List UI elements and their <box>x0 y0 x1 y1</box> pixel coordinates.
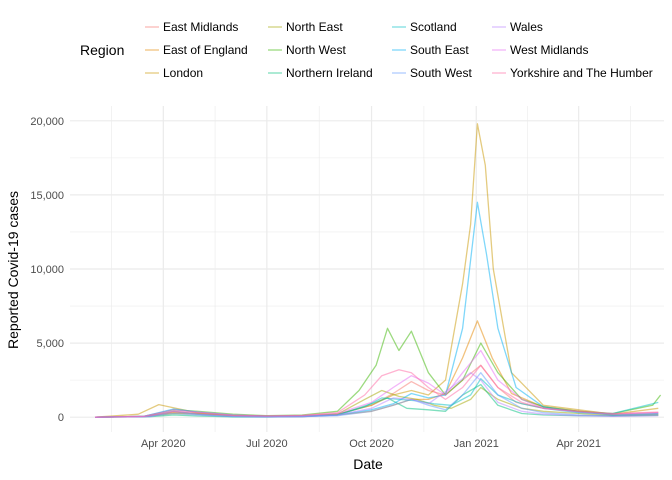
x-tick-label: Apr 2020 <box>141 438 186 450</box>
legend-item: East Midlands <box>145 20 238 34</box>
y-tick-label: 5,000 <box>36 338 64 350</box>
y-tick-label: 10,000 <box>30 264 64 276</box>
y-tick-label: 20,000 <box>30 116 64 128</box>
series-line <box>94 364 659 418</box>
series-line <box>94 349 659 418</box>
series-line <box>94 372 659 418</box>
y-axis-title: Reported Covid-19 cases <box>5 191 21 349</box>
legend-item: South West <box>392 66 472 80</box>
legend-item: North West <box>268 43 346 57</box>
series-line <box>94 327 662 418</box>
legend-item: Yorkshire and The Humber <box>492 66 653 80</box>
legend-label: Yorkshire and The Humber <box>510 66 653 80</box>
legend-label: Northern Ireland <box>286 66 373 80</box>
grid <box>70 106 664 432</box>
series-lines <box>94 123 662 418</box>
legend-item: Wales <box>492 20 543 34</box>
series-line <box>94 123 659 418</box>
legend-label: Wales <box>510 20 543 34</box>
legend-item: Scotland <box>392 20 457 34</box>
plot-area <box>70 106 664 432</box>
legend-label: East Midlands <box>163 20 238 34</box>
legend-label: South West <box>410 66 472 80</box>
legend-label: Scotland <box>410 20 457 34</box>
y-tick-label: 15,000 <box>30 190 64 202</box>
x-tick-label: Jan 2021 <box>454 438 499 450</box>
legend-item: London <box>145 66 203 80</box>
y-axis: 0 5,000 10,000 15,000 20,000 <box>30 116 64 424</box>
x-axis-title: Date <box>353 456 383 472</box>
legend: Region East Midlands East of England Londo… <box>80 20 653 80</box>
series-line <box>94 201 659 418</box>
legend-label: East of England <box>163 43 248 57</box>
legend-item: West Midlands <box>492 43 588 57</box>
legend-label: South East <box>410 43 469 57</box>
legend-title: Region <box>80 42 124 58</box>
legend-label: North West <box>286 43 346 57</box>
legend-item: South East <box>392 43 469 57</box>
legend-item: Northern Ireland <box>268 66 373 80</box>
legend-label: West Midlands <box>510 43 588 57</box>
legend-label: North East <box>286 20 343 34</box>
series-line <box>94 383 659 418</box>
legend-item: North East <box>268 20 343 34</box>
y-tick-label: 0 <box>58 412 64 424</box>
x-tick-label: Oct 2020 <box>349 438 394 450</box>
legend-item: East of England <box>145 43 248 57</box>
x-axis: Apr 2020 Jul 2020 Oct 2020 Jan 2021 Apr 2021 <box>141 438 601 450</box>
x-tick-label: Apr 2021 <box>556 438 601 450</box>
legend-label: London <box>163 66 203 80</box>
x-tick-label: Jul 2020 <box>246 438 288 450</box>
